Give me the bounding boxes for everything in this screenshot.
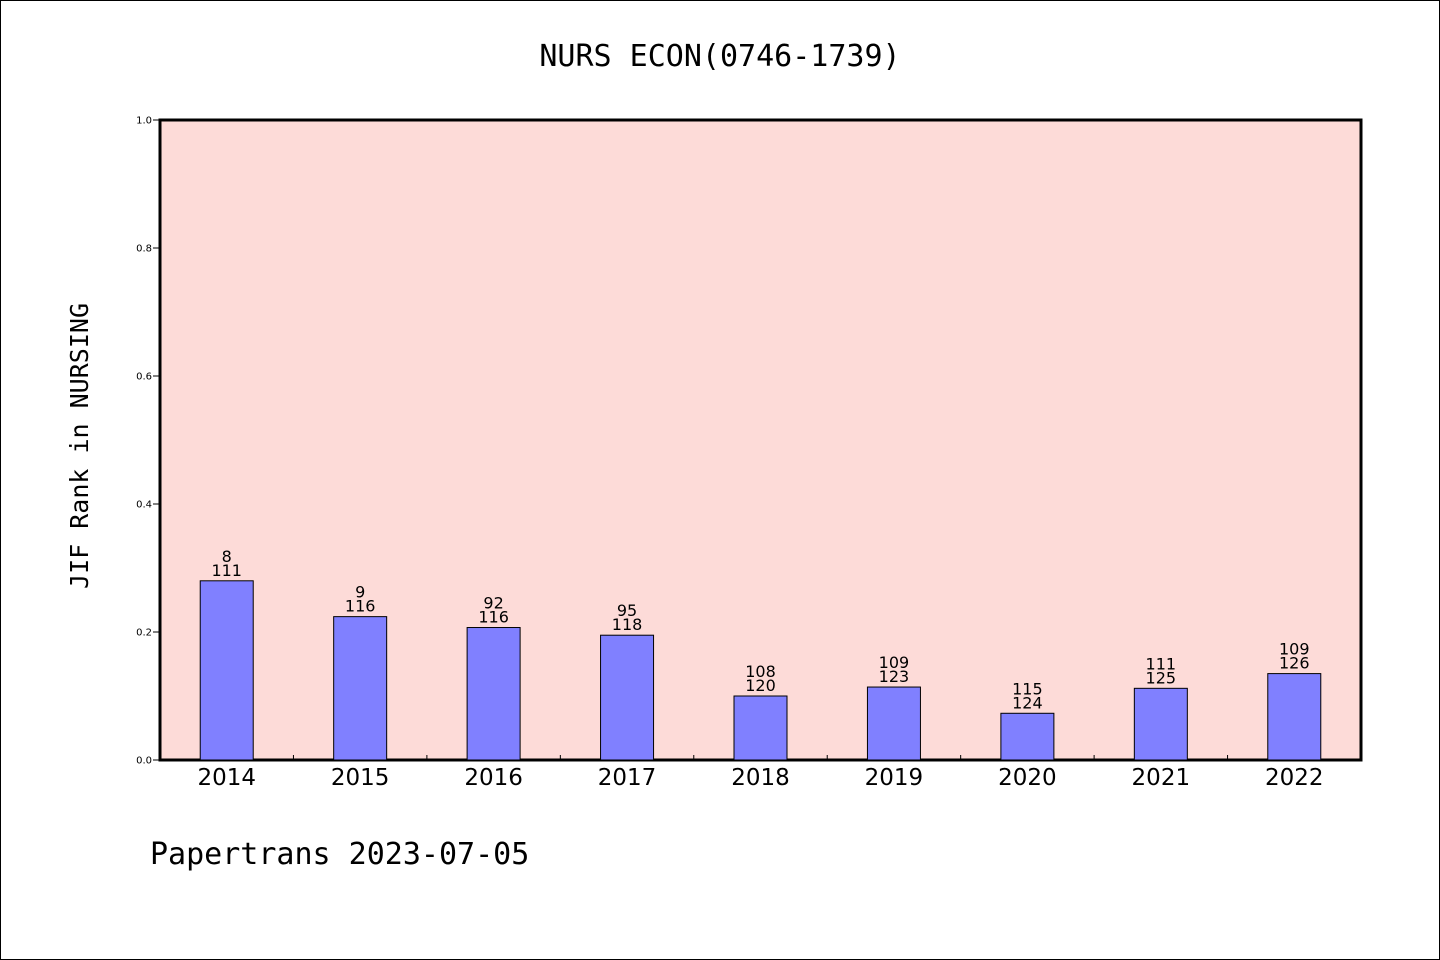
y-axis-label: JIF Rank in NURSING <box>65 303 94 589</box>
y-tick-label: 0.8 <box>136 244 152 255</box>
footer-watermark: Papertrans 2023-07-05 <box>150 837 529 872</box>
bar-total-label: 125 <box>1146 668 1177 687</box>
x-tick-label: 2016 <box>464 765 523 791</box>
x-axis: 2014 2015 2016 2017 2018 2019 2020 2021 2022 <box>197 755 1324 791</box>
bar-total-label: 118 <box>612 615 643 634</box>
bar-total-label: 116 <box>345 597 376 616</box>
bar-2018 <box>733 695 788 761</box>
bar-rank-label: 95 <box>617 601 637 620</box>
y-tick-label: 1.0 <box>136 116 152 127</box>
bar-2014 <box>199 580 254 761</box>
bar-2015 <box>333 616 388 761</box>
y-tick-label: 0.4 <box>136 500 152 511</box>
x-tick-label: 2017 <box>598 765 657 791</box>
bar-rank-label: 108 <box>745 662 776 681</box>
y-tick-label: 0.2 <box>136 628 152 639</box>
bar-rank-label: 109 <box>879 653 910 672</box>
bar-total-label: 120 <box>745 676 776 695</box>
bar-total-label: 126 <box>1279 654 1310 673</box>
chart-title: NURS ECON(0746-1739) <box>539 39 900 74</box>
bar-2016 <box>466 627 521 761</box>
x-tick-label: 2015 <box>331 765 390 791</box>
bar-2017 <box>600 634 655 761</box>
bar-2022 <box>1267 673 1322 761</box>
y-tick-label: 0.6 <box>136 372 152 383</box>
bar-total-label: 111 <box>211 561 242 580</box>
y-axis: 0.0 0.2 0.4 0.6 0.8 1.0 <box>136 116 160 767</box>
x-tick-label: 2014 <box>197 765 256 791</box>
x-tick-label: 2021 <box>1132 765 1191 791</box>
bar-rank-label: 111 <box>1146 654 1177 673</box>
bar-rank-label: 109 <box>1279 640 1310 659</box>
bar-rank-label: 92 <box>483 594 503 613</box>
bar-total-label: 123 <box>879 667 910 686</box>
bar-2019 <box>866 686 921 761</box>
bar-total-label: 116 <box>478 608 509 627</box>
bar-2020 <box>1000 712 1055 761</box>
x-tick-label: 2018 <box>731 765 790 791</box>
bar-2021 <box>1133 687 1188 761</box>
bar-rank-label: 9 <box>355 583 365 602</box>
x-tick-label: 2020 <box>998 765 1057 791</box>
y-tick-label: 0.0 <box>136 756 152 767</box>
x-tick-label: 2022 <box>1265 765 1324 791</box>
bar-rank-label: 115 <box>1012 679 1043 698</box>
bar-rank-label: 8 <box>222 547 232 566</box>
bar-total-label: 124 <box>1012 693 1043 712</box>
x-tick-label: 2019 <box>865 765 924 791</box>
